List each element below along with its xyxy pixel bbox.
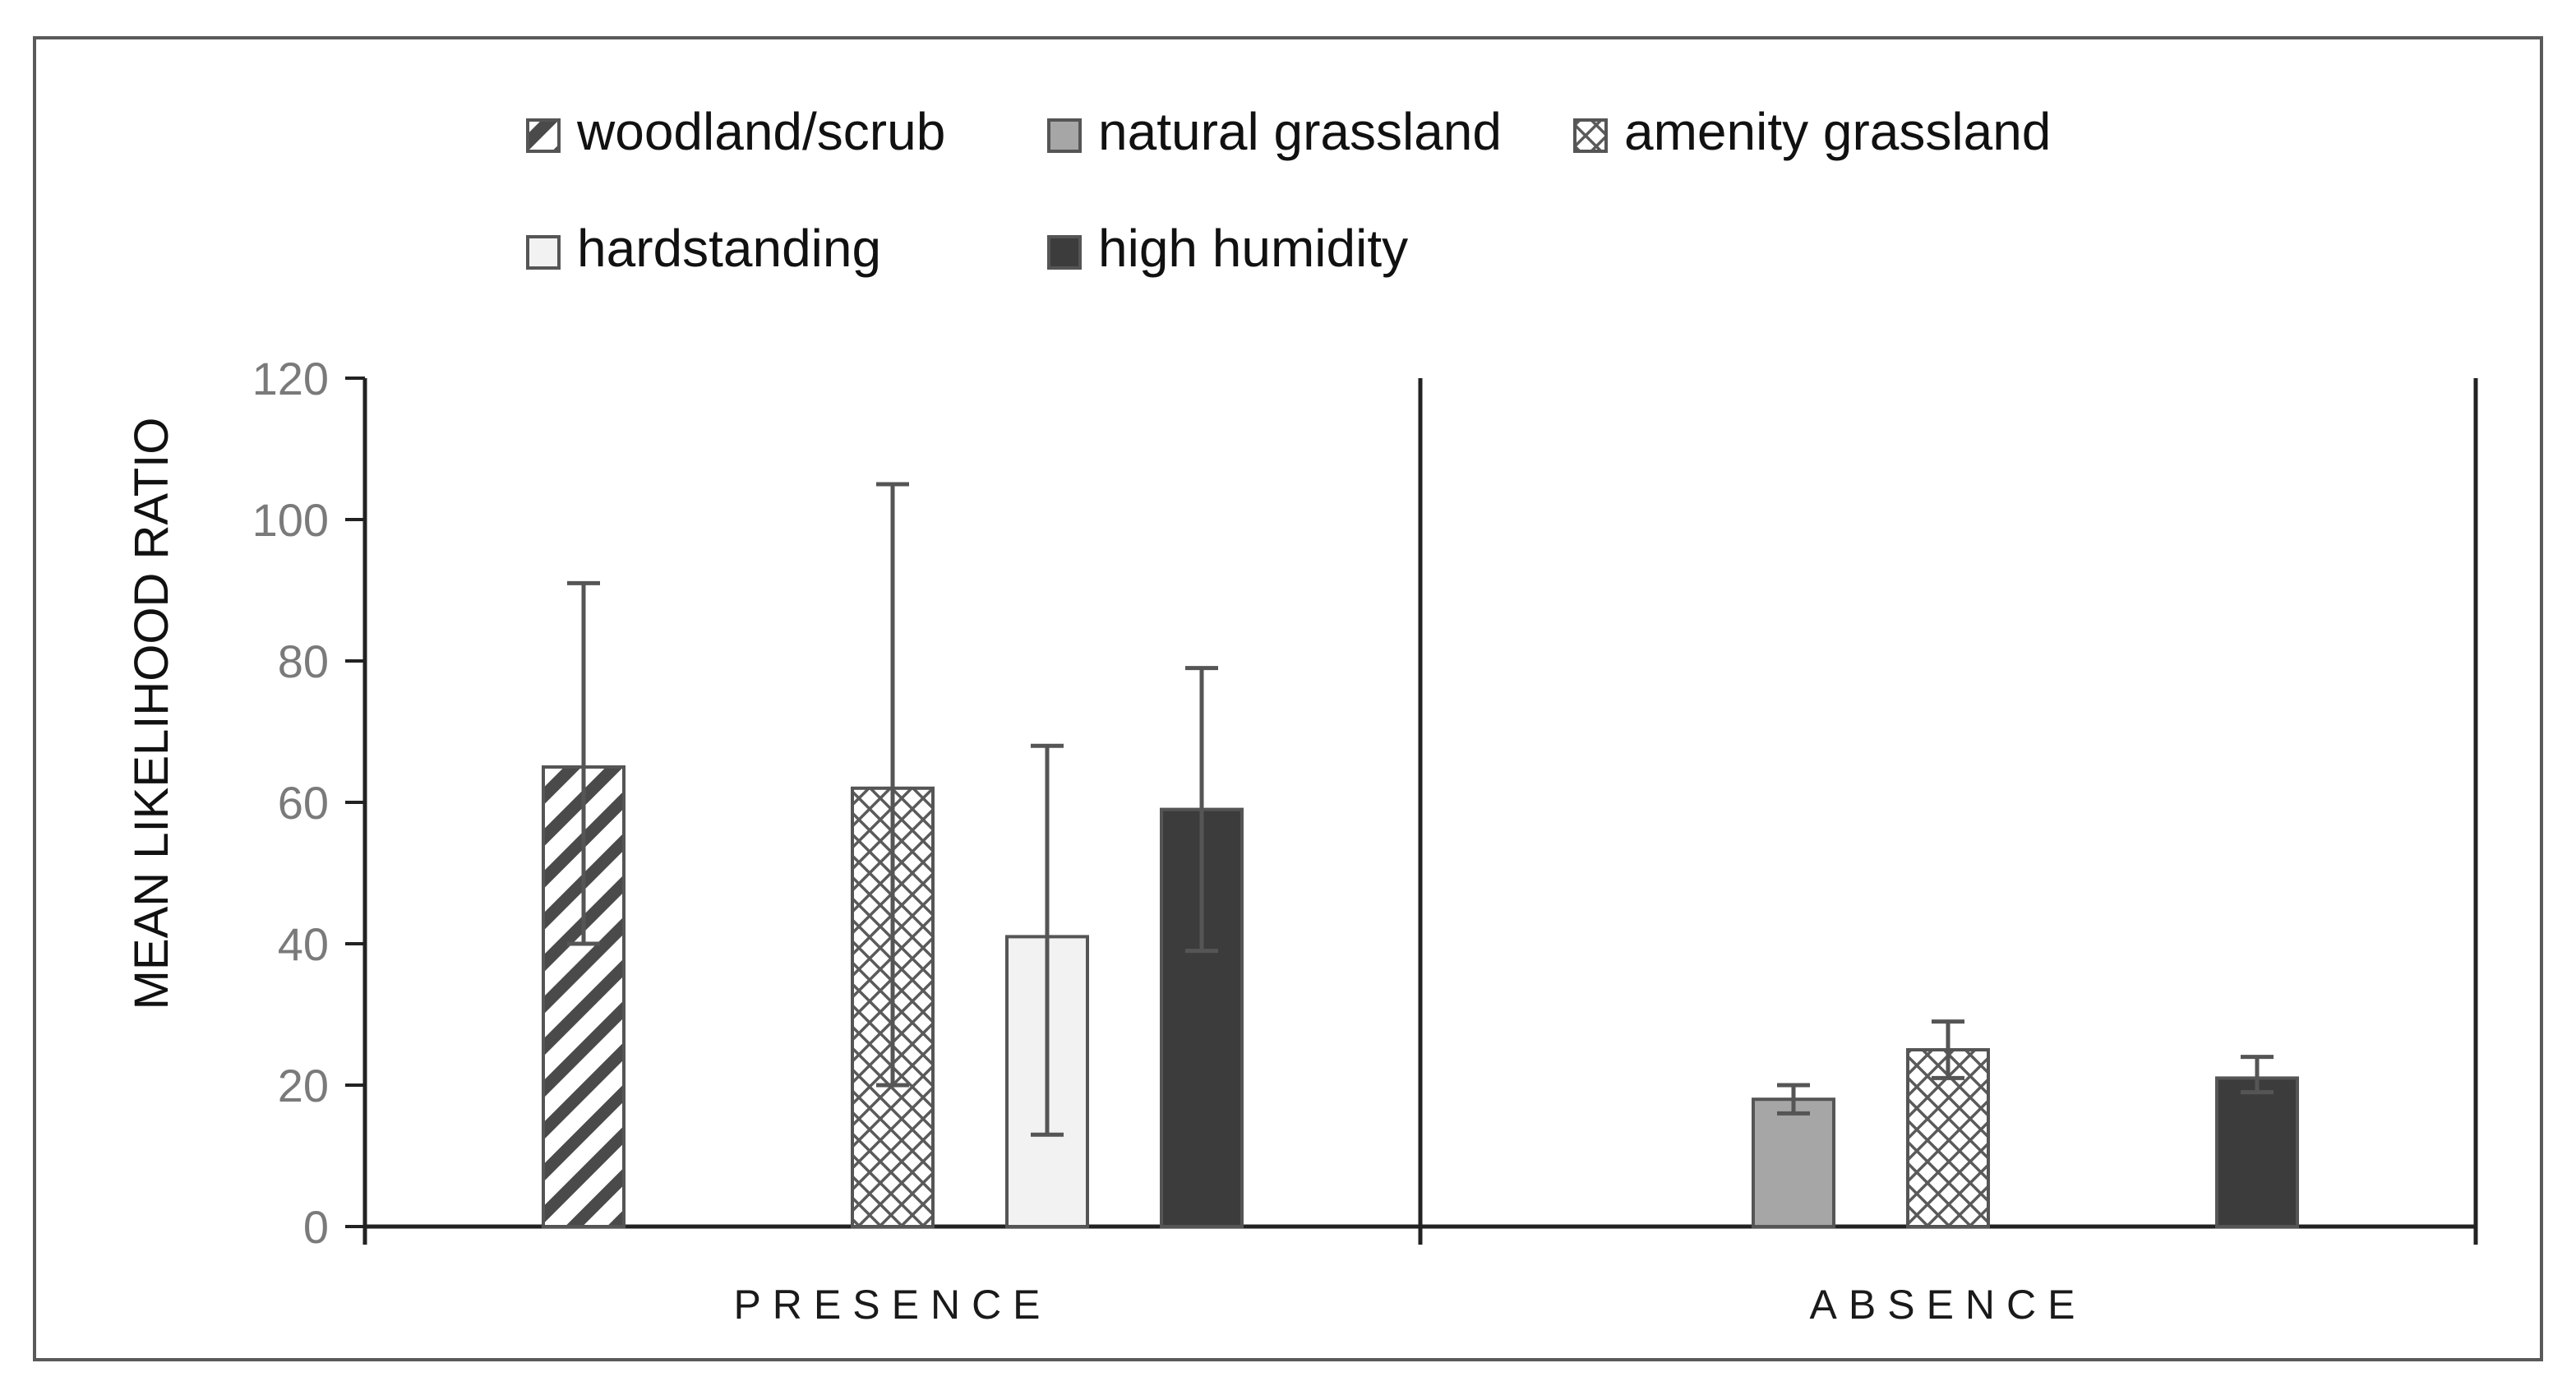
legend-label: high humidity [1098, 219, 1408, 278]
bar [1752, 1097, 1835, 1228]
bar [1906, 1048, 1990, 1228]
legend-label: natural grassland [1098, 102, 1502, 161]
error-bars [567, 482, 2274, 1137]
legend-swatch [1573, 118, 1608, 153]
axes: 0 20 40 60 80 100 120 PRESENCE ABSENCE [252, 353, 2478, 1328]
x-category-label: PRESENCE [733, 1282, 1051, 1328]
chart-svg: woodland/scrub natural grassland amenity g… [125, 102, 2478, 1328]
legend-label: hardstanding [577, 219, 881, 278]
chart-frame: woodland/scrub natural grassland amenity g… [33, 36, 2543, 1361]
legend-swatch [526, 118, 561, 153]
y-axis-title: MEAN LIKELIHOOD RATIO [125, 418, 178, 1010]
bar [2215, 1076, 2299, 1229]
y-tick-label: 60 [278, 777, 329, 829]
legend-label: amenity grassland [1624, 102, 2051, 161]
y-tick-label: 120 [252, 353, 329, 404]
x-category-label: ABSENCE [1810, 1282, 2087, 1328]
legend-swatch [1047, 118, 1082, 153]
legend: woodland/scrub natural grassland amenity g… [526, 102, 2051, 278]
legend-swatch [1047, 235, 1082, 270]
y-tick-label: 100 [252, 494, 329, 546]
y-tick-label: 20 [278, 1060, 329, 1111]
y-tick-label: 0 [303, 1201, 329, 1253]
y-tick-label: 40 [278, 918, 329, 970]
legend-swatch [526, 235, 561, 270]
y-tick-label: 80 [278, 635, 329, 687]
legend-label: woodland/scrub [576, 102, 945, 161]
